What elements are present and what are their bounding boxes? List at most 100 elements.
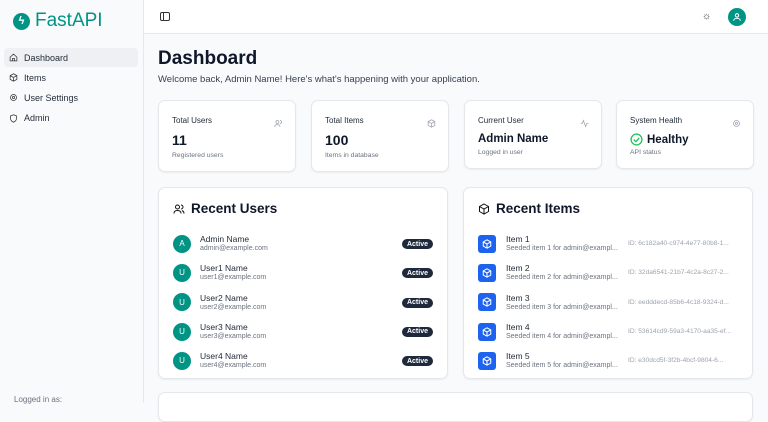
item-name: Item 4 — [506, 322, 530, 333]
card-title: Recent Items — [496, 201, 581, 216]
users-icon — [173, 204, 185, 214]
stat-subtext: API status — [630, 149, 661, 156]
stat-card: System Health Healthy API status — [616, 100, 754, 169]
stat-label: Total Users — [172, 116, 213, 125]
user-row[interactable]: U User1 Name user1@example.com Active — [173, 258, 433, 287]
logged-in-label: Logged in as: — [14, 395, 63, 404]
user-row[interactable]: U User3 Name user3@example.com Active — [173, 317, 433, 346]
stat-subtext: Items in database — [325, 152, 379, 159]
sidebar-item-admin[interactable]: Admin — [4, 109, 138, 128]
header: ☼ — [144, 0, 768, 34]
app-name: FastAPI — [35, 10, 103, 31]
page-title: Dashboard — [158, 48, 258, 69]
item-description: Seeded item 2 for admin@exampl... — [506, 274, 618, 282]
user-row[interactable]: U User4 Name user4@example.com Active — [173, 346, 433, 375]
sidebar-toggle-icon[interactable] — [160, 12, 170, 21]
avatar: U — [173, 322, 191, 341]
sidebar-item-dashboard[interactable]: Dashboard — [4, 48, 138, 67]
user-name: Admin Name — [200, 234, 250, 245]
sidebar-item-label: User Settings — [24, 92, 79, 103]
item-description: Seeded item 4 for admin@exampl... — [506, 333, 618, 341]
user-email: admin@example.com — [200, 245, 268, 253]
users-icon — [274, 120, 282, 127]
user-row[interactable]: A Admin Name admin@example.com Active — [173, 229, 433, 258]
welcome-text: Welcome back, Admin Name! Here's what's … — [158, 74, 480, 85]
item-icon — [478, 293, 496, 312]
avatar: U — [173, 293, 191, 312]
user-name: User2 Name — [200, 292, 248, 303]
stat-label: Total Items — [325, 116, 364, 125]
activity-icon — [580, 119, 589, 128]
stat-value: 100 — [325, 132, 349, 148]
box-icon — [9, 73, 18, 82]
item-name: Item 2 — [506, 263, 530, 274]
item-name: Item 1 — [506, 234, 530, 245]
item-icon — [478, 263, 496, 282]
user-row[interactable]: U User2 Name user2@example.com Active — [173, 288, 433, 317]
user-email: user1@example.com — [200, 274, 267, 282]
item-row[interactable]: Item 2 Seeded item 2 for admin@exampl... I… — [478, 258, 738, 287]
stat-label: System Health — [630, 116, 683, 125]
avatar: A — [173, 234, 191, 253]
status-badge: Active — [401, 297, 433, 308]
user-email: user4@example.com — [200, 362, 267, 370]
sidebar-item-label: Dashboard — [24, 52, 69, 63]
item-icon — [478, 234, 496, 253]
user-name: User3 Name — [200, 322, 248, 333]
stat-card: Total Users 11 Registered users — [158, 100, 296, 172]
sidebar-item-items[interactable]: Items — [4, 68, 138, 87]
stat-subtext: Registered users — [172, 152, 224, 159]
item-row[interactable]: Item 5 Seeded item 5 for admin@exampl... I… — [478, 346, 738, 375]
gear-icon — [10, 94, 17, 102]
avatar: U — [173, 351, 191, 370]
item-id: ID: 6c182a40-c974-4e77-80b8-1... — [628, 240, 729, 247]
fastapi-logo-icon: ϟ — [13, 12, 30, 30]
item-id: ID: 32da6541-21b7-4c2a-8c27-2... — [628, 269, 729, 277]
sidebar: ϟ FastAPI Dashboard Items User Settings Admi… — [0, 0, 144, 404]
item-description: Seeded item 5 for admin@exampl... — [506, 362, 618, 370]
user-name: User1 Name — [200, 263, 248, 274]
stat-subtext: Logged in user — [478, 149, 523, 156]
stat-value: 11 — [172, 132, 187, 148]
sidebar-nav: Dashboard Items User Settings Admin — [4, 48, 138, 129]
box-icon — [427, 119, 436, 128]
item-icon — [478, 322, 496, 341]
stat-label: Current User — [478, 116, 524, 125]
item-row[interactable]: Item 4 Seeded item 4 for admin@exampl... I… — [478, 317, 738, 346]
gear-icon — [733, 120, 740, 127]
app-logo[interactable]: ϟ FastAPI — [13, 10, 103, 32]
home-icon — [9, 53, 18, 62]
item-description: Seeded item 3 for admin@exampl... — [506, 303, 618, 311]
item-id: ID: e30dcd5f-3f2b-4bcf-9804-6... — [628, 357, 724, 365]
stat-value: Admin Name — [478, 133, 549, 145]
user-menu-avatar[interactable] — [728, 8, 746, 26]
item-id: ID: 53614cd9-59a3-4170-aa35-ef... — [628, 327, 732, 335]
shield-icon — [10, 113, 17, 123]
recent-users-card: Recent Users A Admin Name admin@example.co… — [158, 187, 448, 379]
sidebar-item-label: Items — [24, 72, 47, 83]
status-badge: Active — [401, 356, 433, 367]
user-email: user2@example.com — [200, 303, 267, 311]
recent-items-card: Recent Items Item 1 Seeded item 1 for adm… — [463, 187, 753, 379]
item-name: Item 3 — [506, 292, 530, 303]
avatar: U — [173, 263, 191, 282]
card-title: Recent Users — [191, 201, 278, 216]
theme-toggle-sun-icon[interactable]: ☼ — [702, 11, 712, 22]
check-circle-icon — [630, 133, 643, 146]
status-badge: Active — [401, 326, 433, 337]
item-description: Seeded item 1 for admin@exampl... — [506, 245, 618, 253]
stat-value: Healthy — [647, 133, 689, 146]
status-badge: Active — [401, 268, 433, 279]
user-name: User4 Name — [200, 351, 248, 362]
item-name: Item 5 — [506, 351, 530, 362]
sidebar-item-user-settings[interactable]: User Settings — [4, 88, 138, 107]
stat-card: Current User Admin Name Logged in user — [464, 100, 602, 169]
item-row[interactable]: Item 3 Seeded item 3 for admin@exampl... I… — [478, 288, 738, 317]
item-icon — [478, 351, 496, 370]
stat-card: Total Items 100 Items in database — [311, 100, 449, 172]
box-icon — [479, 202, 489, 215]
bottom-card — [158, 392, 753, 422]
item-row[interactable]: Item 1 Seeded item 1 for admin@exampl... I… — [478, 229, 738, 258]
item-id: ID: eedddecd-85b6-4c18-9324-d... — [628, 298, 729, 306]
user-email: user3@example.com — [200, 333, 267, 341]
